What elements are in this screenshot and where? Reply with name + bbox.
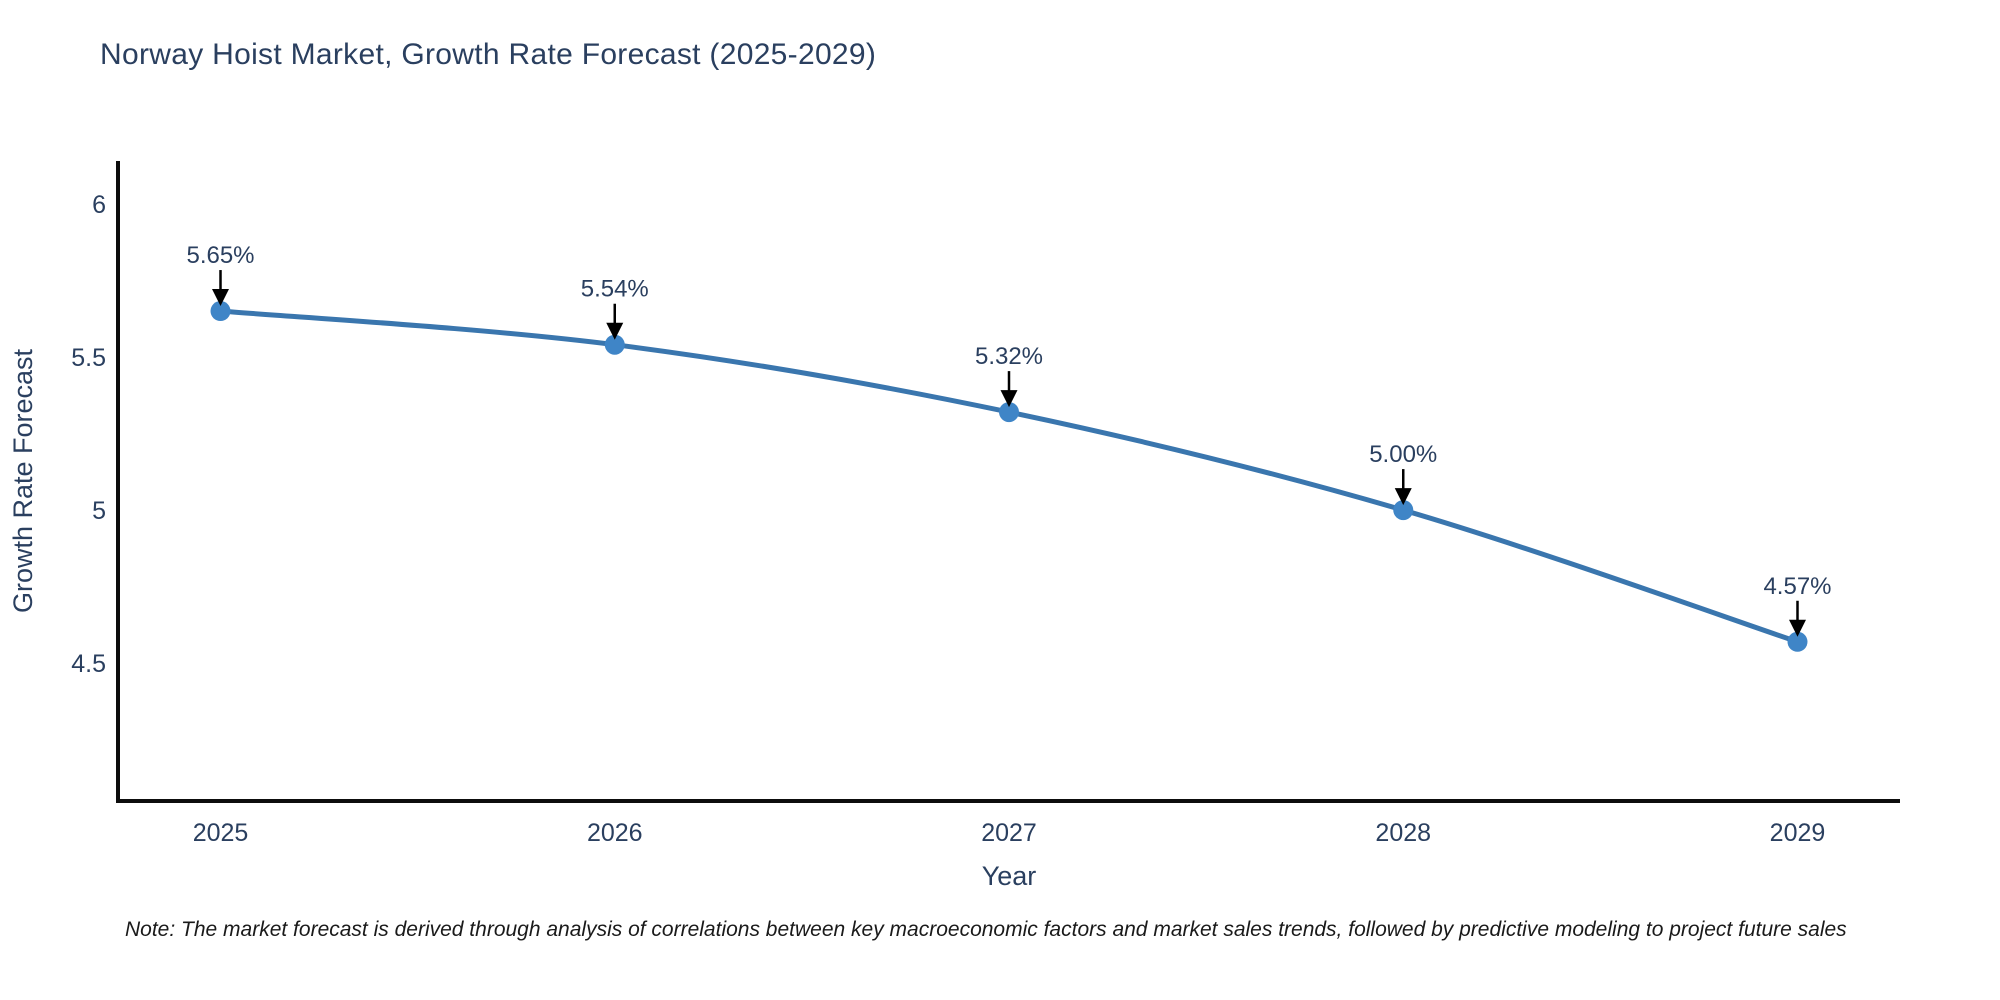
x-axis-title: Year <box>982 861 1037 891</box>
data-label: 4.57% <box>1763 573 1831 600</box>
x-tick-label: 2025 <box>193 819 249 847</box>
annotation-arrowhead <box>1000 390 1018 408</box>
annotation-arrowhead <box>1394 488 1412 506</box>
y-tick-label: 4.5 <box>71 650 106 678</box>
data-point-marker <box>604 334 625 355</box>
data-point-marker <box>1393 500 1414 521</box>
annotation-arrowhead <box>1788 619 1806 637</box>
data-label: 5.65% <box>186 242 254 269</box>
x-tick-label: 2026 <box>587 819 643 847</box>
y-tick-label: 5.5 <box>71 344 106 372</box>
data-point-marker <box>1787 631 1808 652</box>
y-axis-title: Growth Rate Forecast <box>8 348 38 613</box>
data-point-marker <box>999 402 1019 423</box>
footnote-text: Note: The market forecast is derived thr… <box>125 918 1847 941</box>
data-label: 5.00% <box>1369 441 1437 468</box>
annotation-arrowhead <box>606 322 624 340</box>
annotation-arrowhead <box>212 289 230 307</box>
data-label: 5.54% <box>581 276 649 303</box>
data-point-marker <box>210 301 231 322</box>
y-tick-label: 6 <box>92 191 106 219</box>
data-label: 5.32% <box>975 343 1043 370</box>
x-tick-label: 2029 <box>1770 819 1826 847</box>
chart-title: Norway Hoist Market, Growth Rate Forecas… <box>100 38 877 71</box>
y-tick-label: 5 <box>92 497 106 525</box>
x-tick-label: 2027 <box>981 819 1037 847</box>
x-tick-label: 2028 <box>1375 819 1431 847</box>
